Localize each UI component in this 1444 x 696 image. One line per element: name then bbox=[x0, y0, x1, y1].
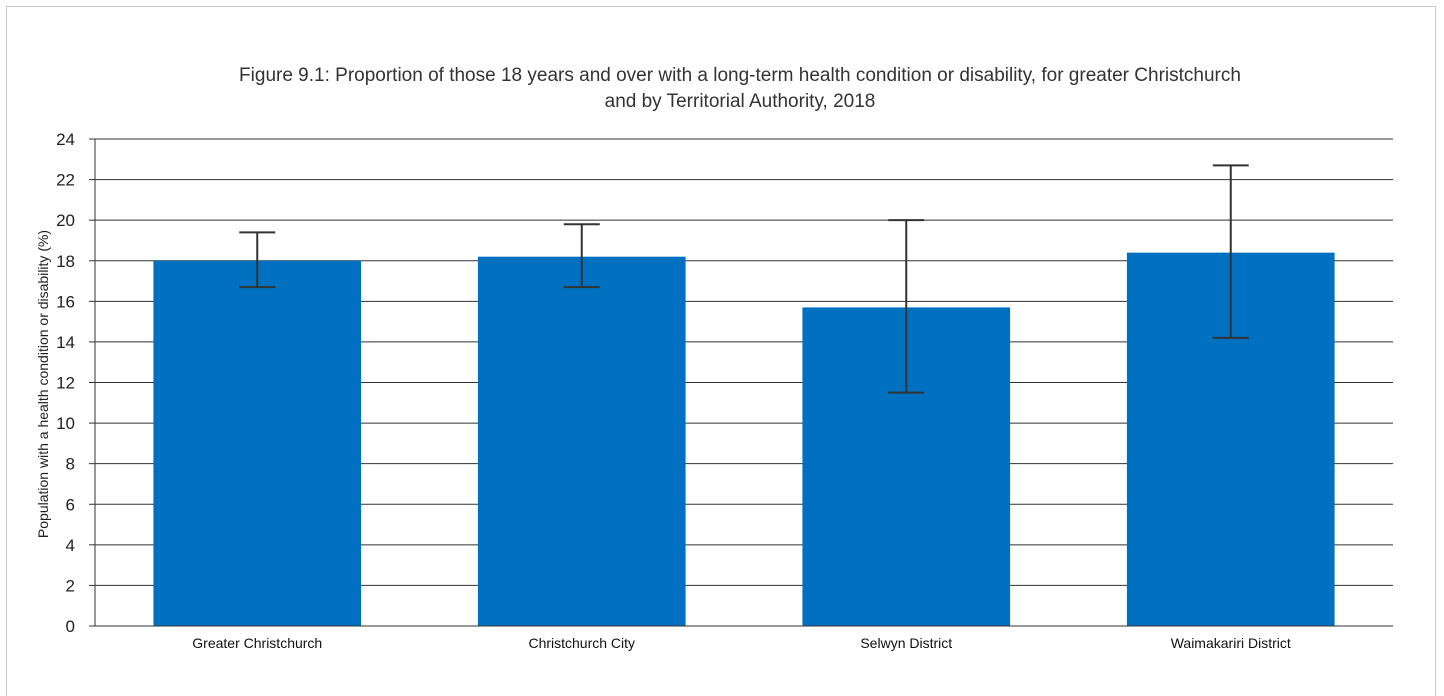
bar-greater-christchurch bbox=[153, 260, 362, 626]
y-tick-label: 20 bbox=[56, 211, 75, 230]
y-axis-title: Population with a health condition or di… bbox=[35, 230, 51, 538]
y-tick-label: 0 bbox=[66, 617, 75, 636]
y-tick-label: 22 bbox=[56, 171, 75, 190]
chart-title-line-2: and by Territorial Authority, 2018 bbox=[605, 91, 876, 112]
x-category-label: Christchurch City bbox=[528, 635, 635, 651]
y-tick-label: 6 bbox=[66, 495, 75, 514]
chart-title-line-1: Figure 9.1: Proportion of those 18 years… bbox=[239, 65, 1241, 86]
y-tick-label: 14 bbox=[56, 333, 75, 352]
bar-christchurch-city bbox=[477, 256, 686, 626]
y-tick-label: 4 bbox=[66, 536, 75, 555]
y-tick-label: 12 bbox=[56, 374, 75, 393]
x-category-label: Waimakariri District bbox=[1171, 635, 1291, 651]
x-category-label: Selwyn District bbox=[860, 635, 952, 651]
chart-title: Figure 9.1: Proportion of those 18 years… bbox=[239, 65, 1241, 112]
y-tick-label: 2 bbox=[66, 576, 75, 595]
axes bbox=[94, 139, 1393, 627]
bars bbox=[153, 252, 1335, 626]
x-category-label: Greater Christchurch bbox=[192, 635, 322, 651]
y-tick-label: 10 bbox=[56, 414, 75, 433]
error-bars bbox=[239, 164, 1249, 394]
y-tick-label: 8 bbox=[66, 455, 75, 474]
y-tick-label: 24 bbox=[56, 130, 75, 149]
x-axis-labels: Greater Christchurch Christchurch City Sel… bbox=[192, 635, 1291, 651]
y-tick-label: 16 bbox=[56, 292, 75, 311]
y-tick-label: 18 bbox=[56, 252, 75, 271]
